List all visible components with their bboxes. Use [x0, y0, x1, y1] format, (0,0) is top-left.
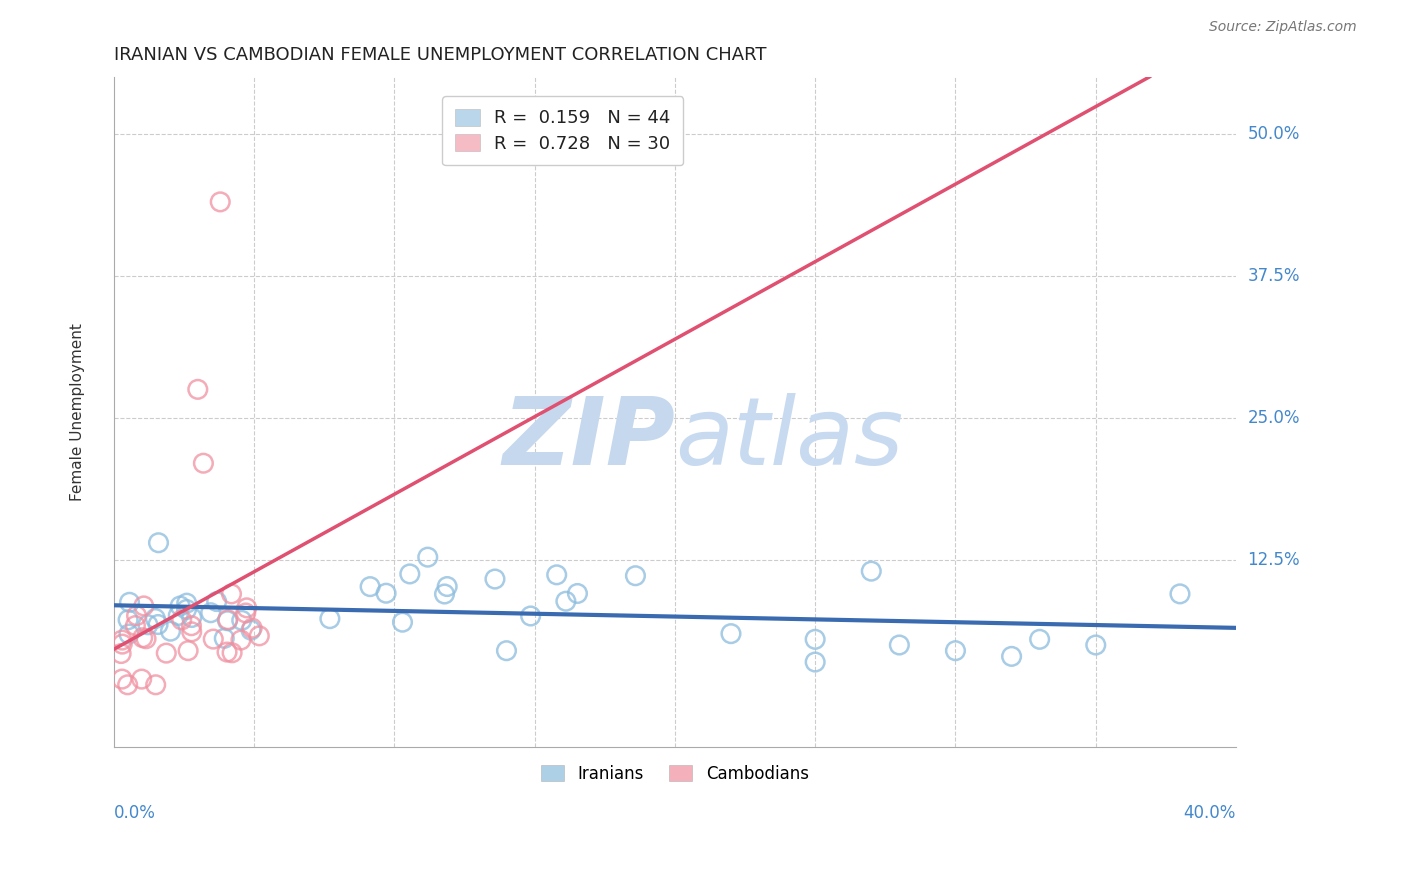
Point [180, 618, 202, 632]
Point [436, 580, 458, 594]
Point [1084, 638, 1107, 652]
Point [215, 645, 238, 659]
Point [170, 613, 193, 627]
Point [804, 655, 827, 669]
Point [484, 572, 506, 586]
Point [804, 632, 827, 647]
Point [193, 456, 215, 470]
Point [567, 586, 589, 600]
Text: 12.5%: 12.5% [1247, 550, 1301, 569]
Point [159, 624, 181, 639]
Point [359, 580, 381, 594]
Point [860, 564, 883, 578]
Point [495, 643, 517, 657]
Point [202, 632, 225, 646]
Text: Female Unemployment: Female Unemployment [70, 323, 86, 501]
Point [235, 606, 257, 620]
Point [187, 382, 209, 396]
Point [155, 646, 177, 660]
Point [217, 614, 239, 628]
Point [214, 632, 236, 646]
Point [217, 613, 239, 627]
Point [117, 678, 139, 692]
Point [111, 637, 134, 651]
Point [111, 672, 134, 686]
Text: 40.0%: 40.0% [1184, 804, 1236, 822]
Point [889, 638, 911, 652]
Point [131, 672, 153, 686]
Point [125, 608, 148, 623]
Point [148, 535, 170, 549]
Point [110, 647, 132, 661]
Point [1168, 587, 1191, 601]
Point [176, 596, 198, 610]
Point [229, 633, 252, 648]
Point [118, 595, 141, 609]
Point [235, 600, 257, 615]
Text: atlas: atlas [675, 393, 903, 484]
Point [118, 627, 141, 641]
Text: 37.5%: 37.5% [1247, 267, 1299, 285]
Point [145, 678, 167, 692]
Point [145, 611, 167, 625]
Point [398, 566, 420, 581]
Point [176, 602, 198, 616]
Point [180, 624, 202, 639]
Point [169, 599, 191, 613]
Point [1028, 632, 1050, 647]
Point [221, 646, 243, 660]
Point [131, 631, 153, 645]
Point [111, 633, 134, 648]
Point [624, 568, 647, 582]
Point [231, 613, 253, 627]
Point [1000, 649, 1022, 664]
Point [167, 608, 190, 623]
Point [221, 587, 243, 601]
Text: Source: ZipAtlas.com: Source: ZipAtlas.com [1209, 20, 1357, 34]
Point [124, 618, 146, 632]
Point [416, 550, 439, 565]
Point [945, 643, 967, 657]
Point [319, 612, 342, 626]
Point [720, 626, 742, 640]
Point [554, 594, 576, 608]
Point [177, 643, 200, 657]
Text: 25.0%: 25.0% [1247, 409, 1299, 426]
Point [117, 613, 139, 627]
Point [247, 629, 270, 643]
Text: ZIP: ZIP [502, 392, 675, 485]
Legend: Iranians, Cambodians: Iranians, Cambodians [534, 758, 815, 789]
Point [205, 594, 228, 608]
Point [375, 586, 398, 600]
Point [136, 617, 159, 632]
Point [209, 194, 232, 209]
Text: IRANIAN VS CAMBODIAN FEMALE UNEMPLOYMENT CORRELATION CHART: IRANIAN VS CAMBODIAN FEMALE UNEMPLOYMENT… [114, 46, 766, 64]
Point [240, 621, 263, 635]
Point [546, 567, 568, 582]
Point [180, 610, 202, 624]
Text: 0.0%: 0.0% [114, 804, 156, 822]
Point [519, 609, 541, 624]
Point [146, 617, 169, 632]
Point [239, 623, 262, 637]
Point [132, 599, 155, 613]
Point [135, 632, 157, 646]
Point [391, 615, 413, 630]
Point [433, 587, 456, 601]
Text: 50.0%: 50.0% [1247, 125, 1299, 143]
Point [200, 606, 222, 620]
